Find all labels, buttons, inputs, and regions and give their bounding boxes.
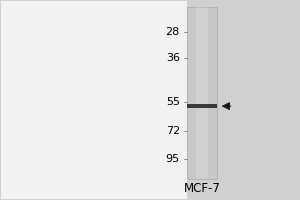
- Text: MCF-7: MCF-7: [184, 182, 221, 195]
- Text: 36: 36: [166, 53, 180, 63]
- Bar: [1, 1, 187, 199]
- Text: 95: 95: [166, 154, 180, 164]
- Bar: [196, 7, 208, 179]
- Bar: [187, 104, 217, 108]
- Text: 55: 55: [166, 97, 180, 107]
- Text: 28: 28: [166, 27, 180, 37]
- Bar: [187, 7, 217, 179]
- Text: 72: 72: [166, 126, 180, 136]
